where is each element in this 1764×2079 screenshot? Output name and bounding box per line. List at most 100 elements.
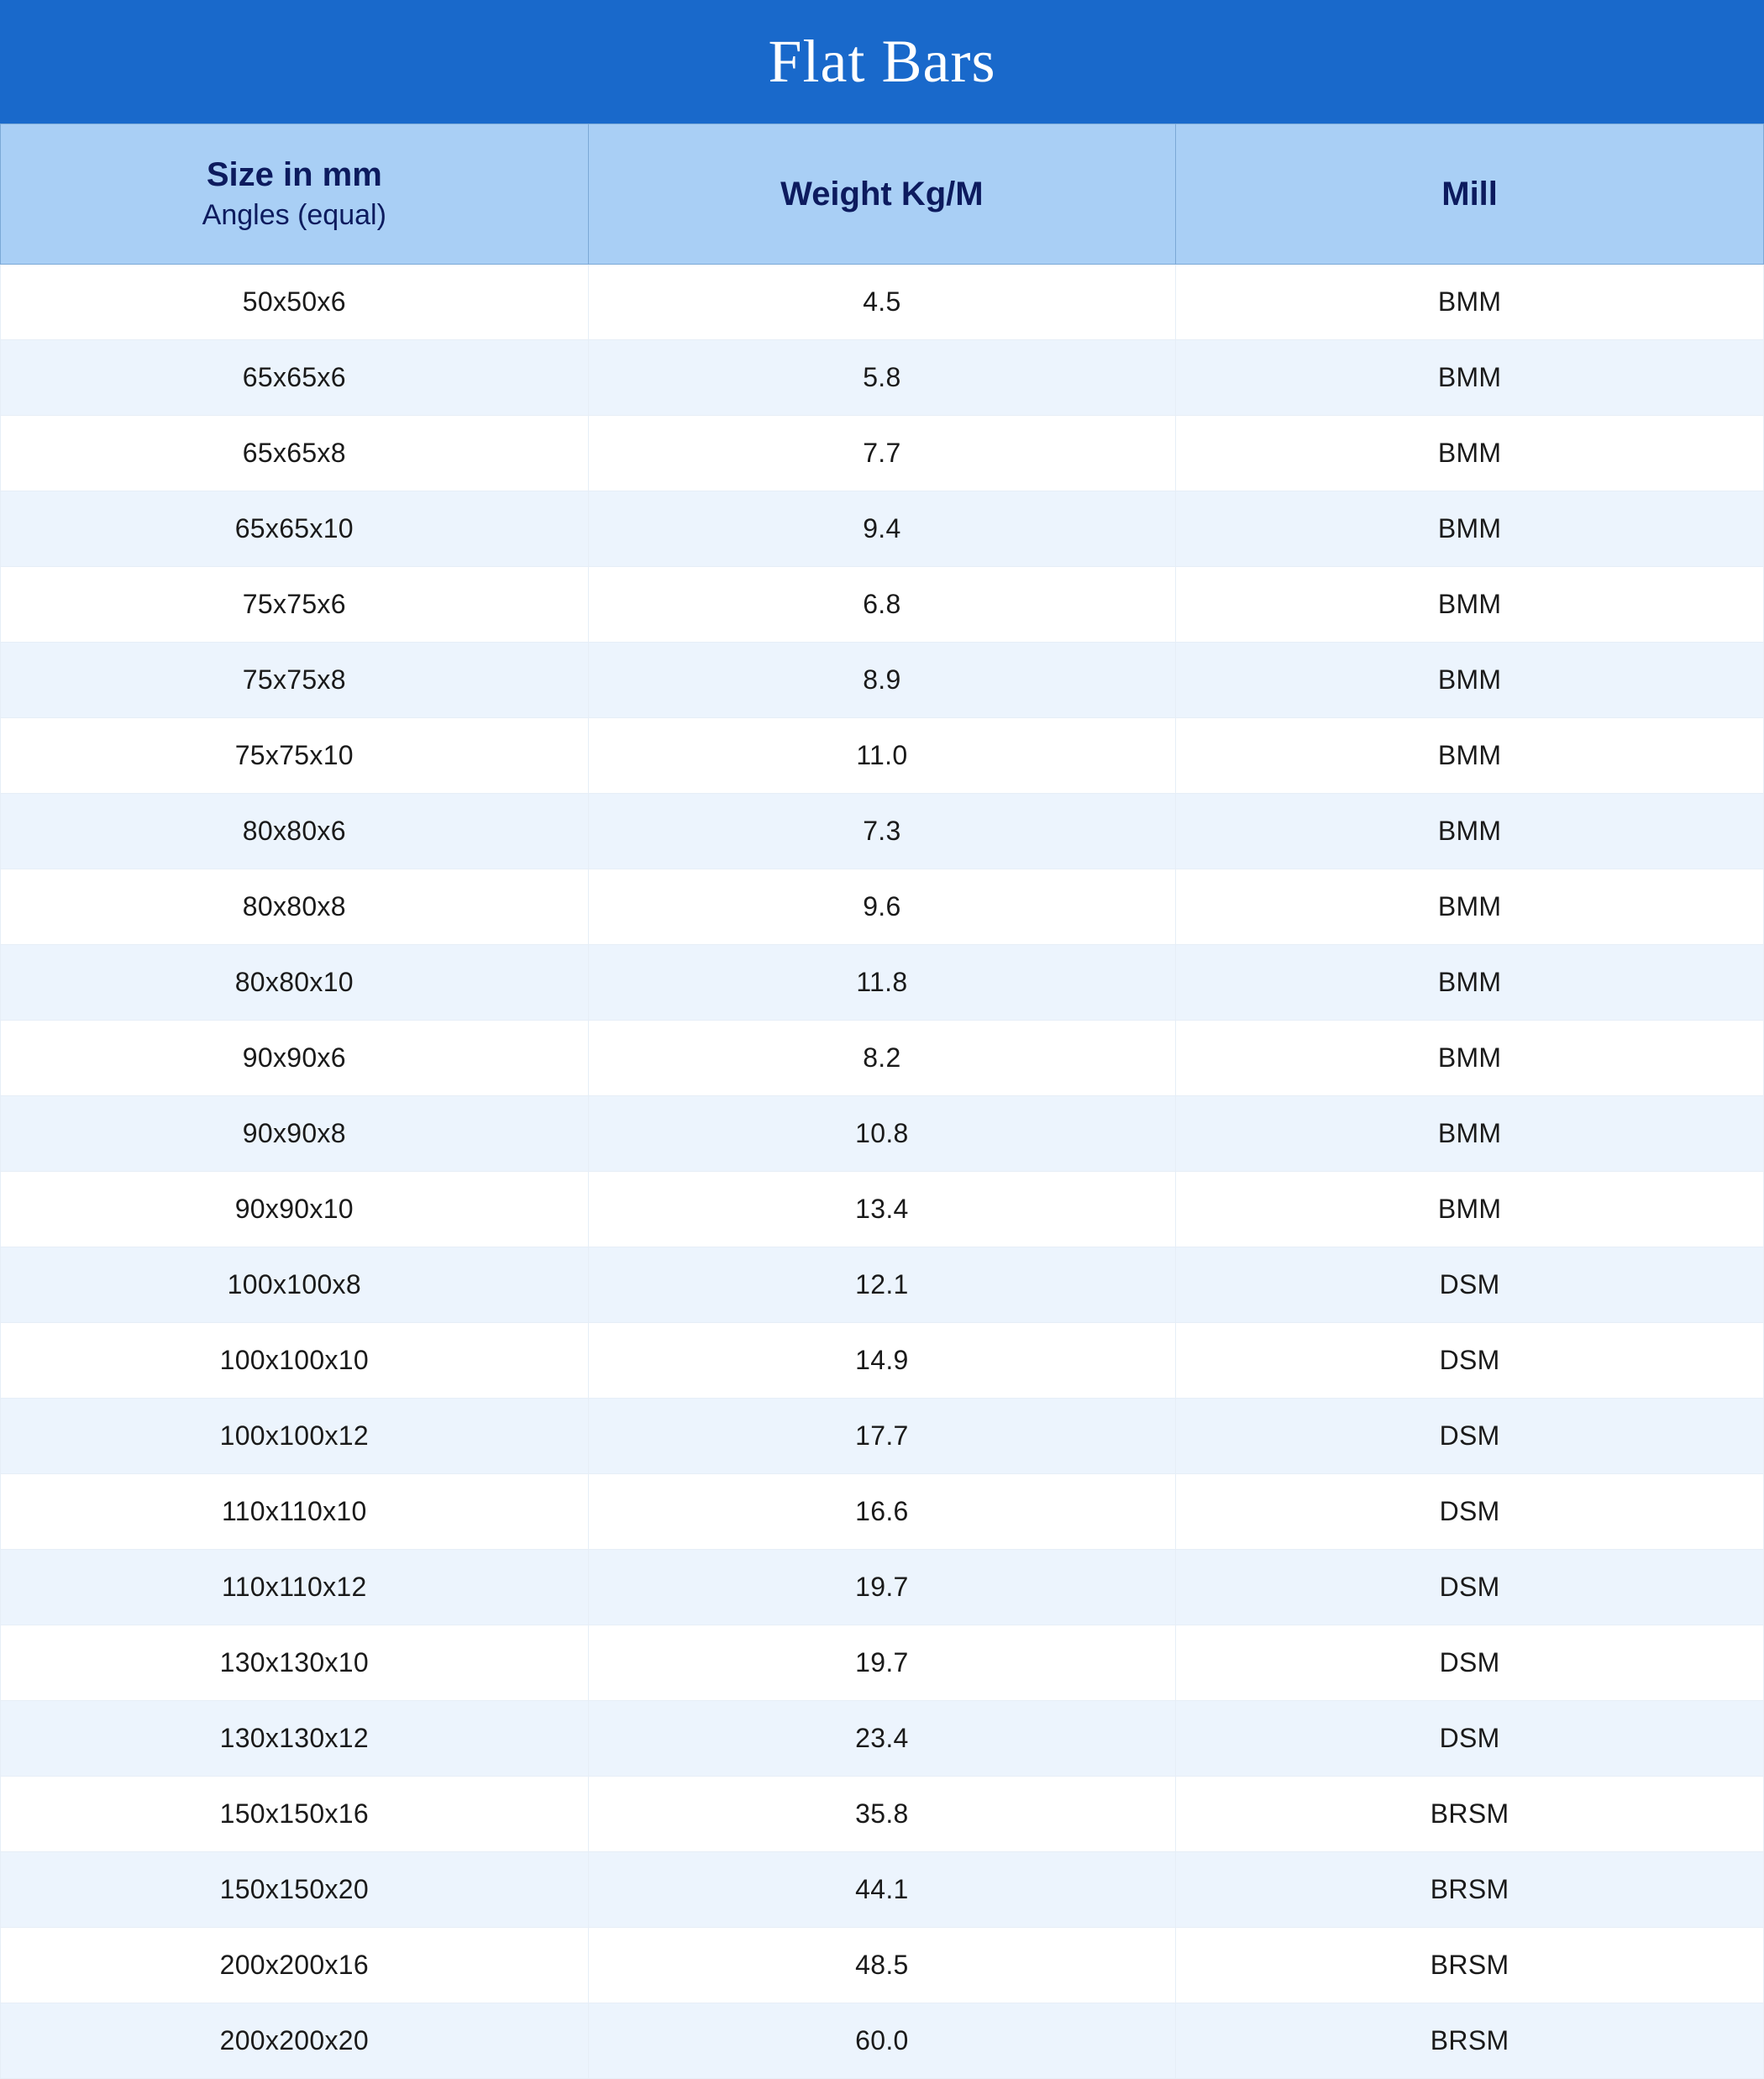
table-row: 80x80x1011.8BMM [1, 945, 1764, 1021]
table-row: 65x65x109.4BMM [1, 491, 1764, 567]
cell-mill: BMM [1176, 1172, 1764, 1247]
cell-mill: BMM [1176, 718, 1764, 794]
cell-size: 200x200x20 [1, 2003, 589, 2079]
cell-mill: BRSM [1176, 1777, 1764, 1852]
cell-size: 65x65x8 [1, 416, 589, 491]
cell-weight: 60.0 [588, 2003, 1176, 2079]
cell-mill: BMM [1176, 265, 1764, 340]
cell-size: 130x130x12 [1, 1701, 589, 1777]
table-row: 150x150x1635.8BRSM [1, 1777, 1764, 1852]
table-row: 80x80x67.3BMM [1, 794, 1764, 869]
cell-weight: 9.6 [588, 869, 1176, 945]
cell-size: 200x200x16 [1, 1928, 589, 2003]
table-row: 110x110x1219.7DSM [1, 1550, 1764, 1625]
table-row: 90x90x810.8BMM [1, 1096, 1764, 1172]
cell-weight: 7.3 [588, 794, 1176, 869]
col-header-weight-title: Weight Kg/M [606, 176, 1159, 213]
cell-size: 75x75x10 [1, 718, 589, 794]
table-row: 75x75x88.9BMM [1, 643, 1764, 718]
cell-mill: BMM [1176, 567, 1764, 643]
cell-weight: 5.8 [588, 340, 1176, 416]
cell-weight: 23.4 [588, 1701, 1176, 1777]
cell-size: 75x75x8 [1, 643, 589, 718]
table-body: 50x50x64.5BMM65x65x65.8BMM65x65x87.7BMM6… [1, 265, 1764, 2079]
col-header-size-title: Size in mm [18, 156, 571, 194]
cell-weight: 11.0 [588, 718, 1176, 794]
cell-weight: 6.8 [588, 567, 1176, 643]
cell-mill: BMM [1176, 869, 1764, 945]
cell-mill: BMM [1176, 643, 1764, 718]
table-row: 110x110x1016.6DSM [1, 1474, 1764, 1550]
cell-mill: DSM [1176, 1625, 1764, 1701]
cell-mill: DSM [1176, 1323, 1764, 1399]
col-header-mill: Mill [1176, 124, 1764, 265]
cell-weight: 7.7 [588, 416, 1176, 491]
cell-mill: BMM [1176, 1021, 1764, 1096]
cell-mill: DSM [1176, 1399, 1764, 1474]
cell-size: 75x75x6 [1, 567, 589, 643]
cell-mill: BMM [1176, 491, 1764, 567]
cell-weight: 35.8 [588, 1777, 1176, 1852]
cell-size: 80x80x10 [1, 945, 589, 1021]
cell-weight: 4.5 [588, 265, 1176, 340]
cell-size: 100x100x8 [1, 1247, 589, 1323]
cell-mill: BMM [1176, 945, 1764, 1021]
cell-mill: BRSM [1176, 1852, 1764, 1928]
cell-weight: 17.7 [588, 1399, 1176, 1474]
cell-size: 90x90x8 [1, 1096, 589, 1172]
cell-mill: BMM [1176, 340, 1764, 416]
cell-weight: 19.7 [588, 1625, 1176, 1701]
cell-mill: DSM [1176, 1474, 1764, 1550]
cell-weight: 9.4 [588, 491, 1176, 567]
cell-size: 110x110x12 [1, 1550, 589, 1625]
cell-size: 90x90x6 [1, 1021, 589, 1096]
table-row: 130x130x1019.7DSM [1, 1625, 1764, 1701]
cell-mill: BMM [1176, 1096, 1764, 1172]
cell-size: 80x80x6 [1, 794, 589, 869]
cell-weight: 11.8 [588, 945, 1176, 1021]
table-row: 130x130x1223.4DSM [1, 1701, 1764, 1777]
cell-weight: 8.9 [588, 643, 1176, 718]
cell-size: 90x90x10 [1, 1172, 589, 1247]
table-row: 150x150x2044.1BRSM [1, 1852, 1764, 1928]
cell-weight: 14.9 [588, 1323, 1176, 1399]
cell-weight: 13.4 [588, 1172, 1176, 1247]
table-row: 100x100x1014.9DSM [1, 1323, 1764, 1399]
cell-size: 150x150x16 [1, 1777, 589, 1852]
col-header-size: Size in mm Angles (equal) [1, 124, 589, 265]
cell-mill: BRSM [1176, 1928, 1764, 2003]
cell-mill: DSM [1176, 1701, 1764, 1777]
table-row: 65x65x65.8BMM [1, 340, 1764, 416]
table-row: 100x100x1217.7DSM [1, 1399, 1764, 1474]
cell-mill: DSM [1176, 1550, 1764, 1625]
cell-size: 150x150x20 [1, 1852, 589, 1928]
cell-size: 80x80x8 [1, 869, 589, 945]
table-row: 90x90x68.2BMM [1, 1021, 1764, 1096]
table-row: 75x75x1011.0BMM [1, 718, 1764, 794]
table-row: 200x200x1648.5BRSM [1, 1928, 1764, 2003]
cell-weight: 48.5 [588, 1928, 1176, 2003]
table-row: 200x200x2060.0BRSM [1, 2003, 1764, 2079]
cell-mill: DSM [1176, 1247, 1764, 1323]
cell-size: 50x50x6 [1, 265, 589, 340]
cell-mill: BMM [1176, 794, 1764, 869]
table-row: 100x100x812.1DSM [1, 1247, 1764, 1323]
table-row: 50x50x64.5BMM [1, 265, 1764, 340]
cell-size: 100x100x10 [1, 1323, 589, 1399]
col-header-mill-title: Mill [1193, 176, 1746, 213]
table-row: 90x90x1013.4BMM [1, 1172, 1764, 1247]
cell-weight: 12.1 [588, 1247, 1176, 1323]
cell-size: 110x110x10 [1, 1474, 589, 1550]
col-header-weight: Weight Kg/M [588, 124, 1176, 265]
cell-size: 65x65x6 [1, 340, 589, 416]
cell-size: 130x130x10 [1, 1625, 589, 1701]
cell-weight: 10.8 [588, 1096, 1176, 1172]
cell-weight: 19.7 [588, 1550, 1176, 1625]
cell-weight: 8.2 [588, 1021, 1176, 1096]
cell-size: 100x100x12 [1, 1399, 589, 1474]
page-title: Flat Bars [0, 0, 1764, 123]
table-row: 65x65x87.7BMM [1, 416, 1764, 491]
col-header-size-subtitle: Angles (equal) [18, 199, 571, 232]
cell-weight: 44.1 [588, 1852, 1176, 1928]
cell-weight: 16.6 [588, 1474, 1176, 1550]
